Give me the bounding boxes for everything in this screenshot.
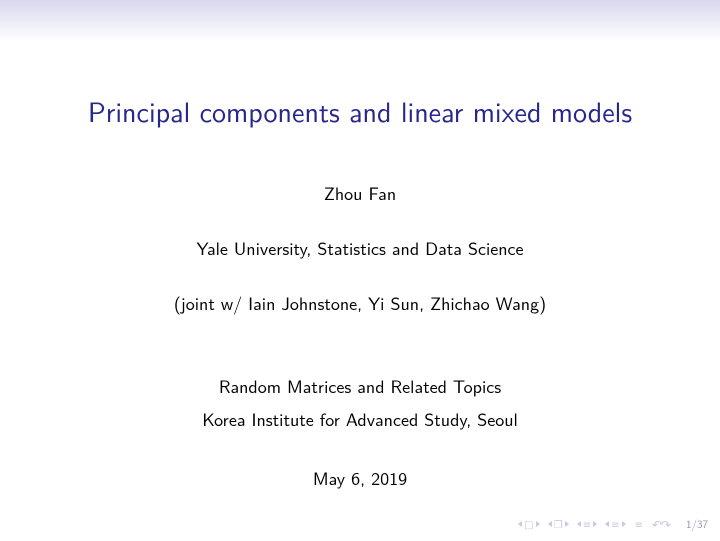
- nav-controls: □ ❐ ≡ ≡ ≡ ↶↷: [518, 515, 670, 533]
- slide-content: Principal components and linear mixed mo…: [0, 0, 720, 541]
- nav-back-forward[interactable]: ↶↷: [652, 515, 670, 533]
- nav-frame-button[interactable]: ❐: [548, 517, 569, 532]
- page-counter: 1/37: [686, 516, 708, 532]
- chevron-right-icon: [565, 521, 569, 527]
- nav-subsection-button[interactable]: ≡: [605, 517, 625, 532]
- chevron-left-icon: [605, 521, 609, 527]
- joint-authors: (joint w/ Iain Johnstone, Yi Sun, Zhicha…: [174, 289, 546, 316]
- chevron-right-icon: [593, 521, 597, 527]
- venue-line-2: Korea Institute for Advanced Study, Seou…: [202, 405, 518, 432]
- beamer-nav-footer: □ ❐ ≡ ≡ ≡ ↶↷ 1/37: [518, 515, 708, 533]
- subsection-icon: ≡: [611, 517, 619, 532]
- author-name: Zhou Fan: [324, 179, 396, 206]
- chevron-left-icon: [577, 521, 581, 527]
- appendix-icon[interactable]: ≡: [635, 517, 643, 532]
- chevron-right-icon: [622, 521, 626, 527]
- chevron-right-icon: [536, 521, 540, 527]
- chevron-left-icon: [548, 521, 552, 527]
- slide-title: Principal components and linear mixed mo…: [88, 90, 632, 131]
- slide-icon: □: [524, 517, 533, 532]
- nav-first-button[interactable]: □: [518, 517, 539, 532]
- nav-section-button[interactable]: ≡: [577, 517, 597, 532]
- section-icon: ≡: [583, 517, 591, 532]
- frame-icon: ❐: [554, 517, 563, 532]
- presentation-date: May 6, 2019: [313, 464, 407, 491]
- affiliation: Yale University, Statistics and Data Sci…: [196, 234, 523, 261]
- venue-line-1: Random Matrices and Related Topics: [219, 372, 501, 399]
- chevron-left-icon: [518, 521, 522, 527]
